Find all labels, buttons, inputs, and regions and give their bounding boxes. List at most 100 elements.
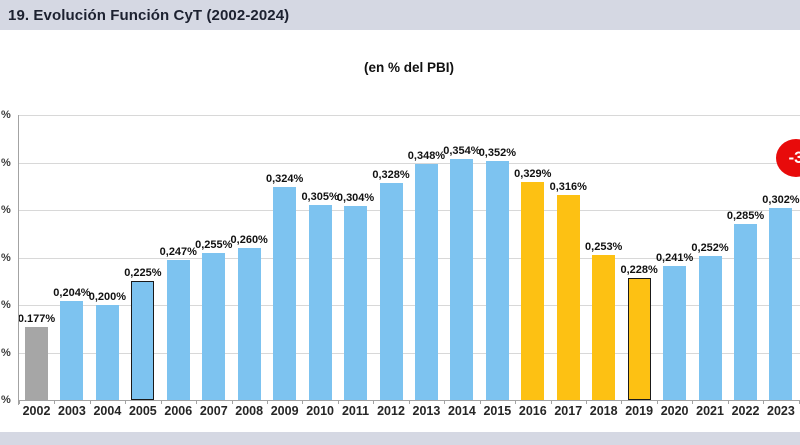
bar xyxy=(344,206,368,400)
bar xyxy=(60,301,84,400)
chart-subtitle: (en % del PBI) xyxy=(363,60,454,75)
bar xyxy=(556,194,580,400)
x-axis-tick xyxy=(586,400,587,404)
bar-value-label: 0,352% xyxy=(478,146,516,159)
bar xyxy=(131,281,155,400)
y-axis-tick-label: % xyxy=(1,204,11,216)
x-axis-year-label: 2012 xyxy=(377,404,405,418)
x-axis-tick xyxy=(515,400,517,404)
annotation-badge-text: -3 xyxy=(788,148,800,167)
bar-value-label: 0,204% xyxy=(53,287,91,300)
gridline xyxy=(18,257,800,259)
y-axis-tick-label: % xyxy=(1,394,11,406)
x-axis-tick xyxy=(692,400,694,404)
bar-value-label: 0,252% xyxy=(691,241,729,254)
x-axis-tick xyxy=(196,400,198,404)
bar xyxy=(414,164,438,400)
x-axis-year-label: 2018 xyxy=(589,404,618,418)
y-axis-line xyxy=(18,115,19,405)
bar xyxy=(379,183,403,400)
bar-value-label: 0,247% xyxy=(159,246,197,259)
bar xyxy=(273,187,297,400)
y-axis-tick-label: % xyxy=(1,156,11,169)
bar-value-label: 0,200% xyxy=(88,291,127,303)
bar xyxy=(663,266,687,400)
bar xyxy=(521,182,545,400)
bar-value-label: 0,228% xyxy=(620,264,658,277)
x-axis-year-label: 2019 xyxy=(625,404,654,418)
x-axis-year-label: 2017 xyxy=(554,404,583,418)
x-axis-year-label: 2005 xyxy=(128,404,157,418)
bar-value-label: 0,329% xyxy=(514,168,552,181)
x-axis-year-label: 2023 xyxy=(767,404,795,418)
bar xyxy=(485,160,509,400)
x-axis-tick xyxy=(444,400,446,404)
gridline xyxy=(18,352,800,354)
x-axis-year-label: 2021 xyxy=(696,404,724,418)
x-axis-year-label: 2007 xyxy=(199,404,228,418)
x-axis-tick xyxy=(125,400,127,404)
x-axis-tick xyxy=(18,400,20,404)
bar xyxy=(202,252,226,400)
y-axis-tick-label: % xyxy=(1,346,11,359)
bar-value-label: 0,324% xyxy=(265,173,304,186)
x-axis-year-label: 2004 xyxy=(93,404,122,418)
bar-value-label: 0,305% xyxy=(301,191,339,204)
x-axis-year-label: 2022 xyxy=(731,404,760,418)
x-axis-tick xyxy=(160,400,162,404)
bar xyxy=(95,305,119,400)
x-axis-tick xyxy=(231,400,233,404)
bar xyxy=(166,260,190,400)
x-axis-year-label: 2014 xyxy=(447,404,476,418)
x-axis-tick xyxy=(479,400,481,404)
gridline xyxy=(18,305,800,306)
x-axis-year-label: 2015 xyxy=(483,404,512,418)
x-axis-tick xyxy=(54,400,56,404)
x-axis-year-label: 2016 xyxy=(518,404,547,418)
x-axis-tick xyxy=(656,400,658,404)
bar xyxy=(698,255,722,400)
bar xyxy=(308,205,332,400)
x-axis-year-label: 2002 xyxy=(22,404,51,418)
x-axis-tick xyxy=(621,400,623,404)
x-axis-year-label: 2010 xyxy=(306,404,334,418)
y-axis-tick-label: % xyxy=(1,109,11,121)
bar xyxy=(450,158,474,400)
x-axis-year-label: 2008 xyxy=(235,404,264,418)
gridline xyxy=(18,210,800,211)
x-axis-tick xyxy=(266,400,268,404)
bar-value-label: 0,354% xyxy=(443,144,481,157)
x-axis-tick xyxy=(763,400,765,404)
bar xyxy=(25,326,48,400)
bar-value-label: 0.177% xyxy=(17,312,56,325)
y-axis-tick-label: % xyxy=(1,251,11,264)
next-section-header-strip xyxy=(0,432,800,445)
bar-value-label: 0,328% xyxy=(372,169,410,182)
page-title: 19. Evolución Función CyT (2002-2024) xyxy=(8,6,290,24)
annotation-badge: -3 xyxy=(776,139,800,177)
x-axis-tick xyxy=(89,400,91,404)
gridline xyxy=(18,162,800,164)
bar-value-label: 0,285% xyxy=(726,210,765,223)
x-axis-year-label: 2009 xyxy=(270,404,299,418)
bar xyxy=(627,278,651,400)
bar xyxy=(237,248,261,400)
x-axis-tick xyxy=(337,400,339,404)
x-axis-year-label: 2020 xyxy=(660,404,689,418)
bar-value-label: 0,255% xyxy=(195,238,233,251)
bar-value-label: 0,241% xyxy=(655,252,694,265)
x-axis-tick xyxy=(798,400,800,404)
x-axis-year-label: 2011 xyxy=(341,404,370,418)
bar xyxy=(734,224,757,400)
bar xyxy=(769,208,793,400)
header-bar: 19. Evolución Función CyT (2002-2024) xyxy=(0,0,800,30)
x-axis-year-label: 2003 xyxy=(58,404,86,418)
x-axis-tick xyxy=(302,400,304,404)
bar-value-label: 0,302% xyxy=(762,194,800,207)
x-axis-line xyxy=(18,400,800,401)
x-axis-year-label: 2006 xyxy=(164,404,193,418)
x-axis-tick xyxy=(373,400,375,404)
bar-value-label: 0,316% xyxy=(549,180,587,193)
x-axis-tick xyxy=(408,400,410,404)
